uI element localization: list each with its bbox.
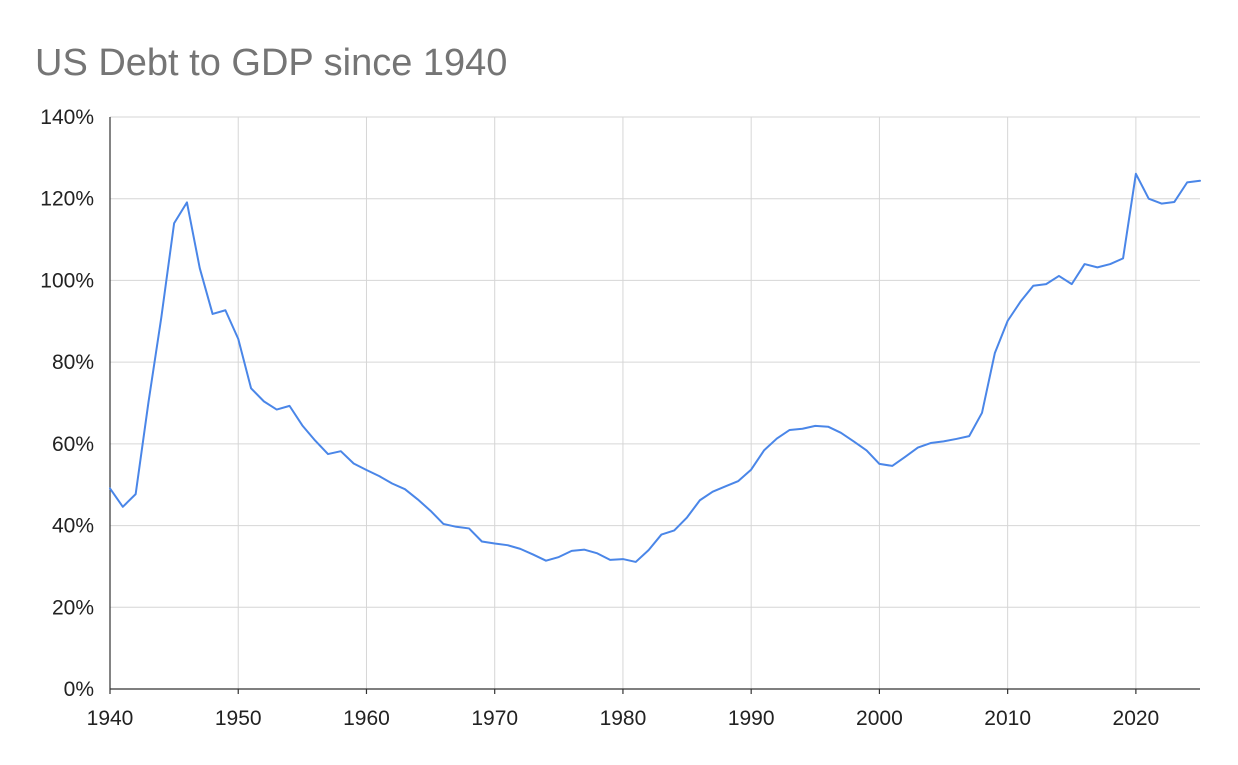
- y-tick-label: 60%: [52, 433, 94, 456]
- y-tick-label: 20%: [52, 596, 94, 619]
- x-tick-label: 2010: [984, 707, 1031, 730]
- y-tick-label: 120%: [40, 188, 94, 211]
- chart-title: US Debt to GDP since 1940: [35, 42, 507, 84]
- x-tick-label: 1980: [600, 707, 647, 730]
- x-tick-label: 1950: [215, 707, 262, 730]
- series-line-0: [109, 172, 1201, 563]
- grid-lines: [110, 116, 1200, 689]
- axes: [109, 117, 1200, 694]
- y-tick-label: 100%: [40, 269, 94, 292]
- x-tick-label: 2000: [856, 707, 903, 730]
- y-axis-tick-labels: 0% 20% 40% 60% 80% 100% 120% 140%: [40, 106, 94, 701]
- y-tick-label: 0%: [64, 678, 94, 701]
- x-tick-label: 1970: [471, 707, 518, 730]
- y-tick-label: 80%: [52, 351, 94, 374]
- series-layer: [109, 172, 1201, 563]
- y-tick-label: 140%: [40, 106, 94, 129]
- y-tick-label: 40%: [52, 515, 94, 538]
- x-axis-tick-labels: 1940 1950 1960 1970 1980 1990 2000 2010 2020: [87, 707, 1160, 730]
- x-tick-label: 1990: [728, 707, 775, 730]
- x-tick-label: 1960: [343, 707, 390, 730]
- x-tick-label: 1940: [87, 707, 134, 730]
- x-tick-label: 2020: [1113, 707, 1160, 730]
